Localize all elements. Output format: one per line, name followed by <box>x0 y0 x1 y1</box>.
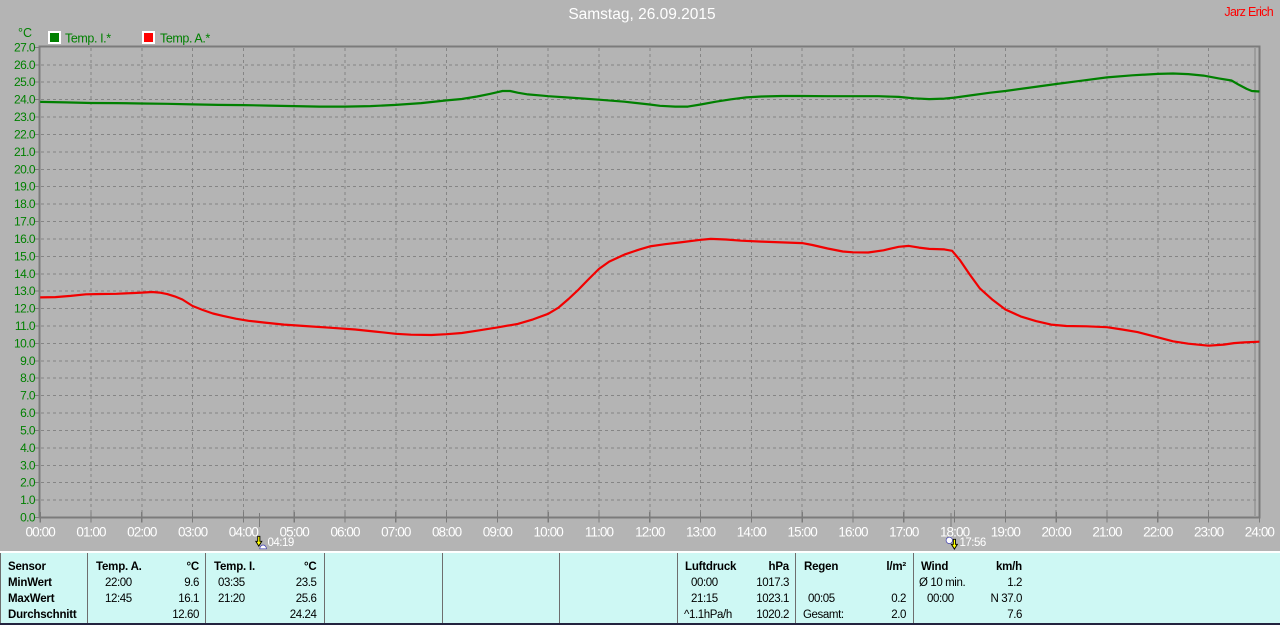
svg-text:4.0: 4.0 <box>20 441 36 455</box>
svg-text:Temp. A.*: Temp. A.* <box>160 32 210 46</box>
svg-text:22:00: 22:00 <box>1143 525 1173 540</box>
svg-text:01:00: 01:00 <box>76 525 106 540</box>
svg-text:20:00: 20:00 <box>1042 525 1072 540</box>
svg-text:00:00: 00:00 <box>26 525 56 540</box>
svg-text:25.0: 25.0 <box>14 75 36 89</box>
svg-text:21:00: 21:00 <box>1092 525 1122 540</box>
svg-text:6.0: 6.0 <box>20 406 36 420</box>
svg-text:26.0: 26.0 <box>14 58 36 72</box>
svg-text:15.0: 15.0 <box>14 249 36 263</box>
svg-text:18.0: 18.0 <box>14 197 36 211</box>
svg-text:13.0: 13.0 <box>14 284 36 298</box>
svg-text:04:00: 04:00 <box>229 525 259 540</box>
svg-text:17.0: 17.0 <box>14 215 36 229</box>
svg-text:17:56: 17:56 <box>960 537 986 549</box>
svg-text:19.0: 19.0 <box>14 180 36 194</box>
svg-text:16.0: 16.0 <box>14 232 36 246</box>
svg-text:16:00: 16:00 <box>838 525 868 540</box>
svg-text:7.0: 7.0 <box>20 389 36 403</box>
svg-text:14:00: 14:00 <box>737 525 767 540</box>
svg-text:06:00: 06:00 <box>330 525 360 540</box>
svg-text:10.0: 10.0 <box>14 336 36 350</box>
svg-text:03:00: 03:00 <box>178 525 208 540</box>
svg-text:°C: °C <box>18 26 32 40</box>
svg-text:11:00: 11:00 <box>585 525 614 540</box>
svg-text:9.0: 9.0 <box>20 354 36 368</box>
svg-text:02:00: 02:00 <box>127 525 157 540</box>
svg-text:8.0: 8.0 <box>20 371 36 385</box>
svg-text:0.0: 0.0 <box>20 511 36 525</box>
svg-text:Samstag, 26.09.2015: Samstag, 26.09.2015 <box>568 6 715 23</box>
svg-text:19:00: 19:00 <box>991 525 1021 540</box>
svg-text:05:00: 05:00 <box>280 525 310 540</box>
svg-text:10:00: 10:00 <box>534 525 564 540</box>
svg-text:27.0: 27.0 <box>14 40 36 54</box>
svg-text:23:00: 23:00 <box>1194 525 1224 540</box>
svg-text:20.0: 20.0 <box>14 162 36 176</box>
svg-text:14.0: 14.0 <box>14 267 36 281</box>
svg-text:21.0: 21.0 <box>14 145 36 159</box>
svg-text:24.0: 24.0 <box>14 93 36 107</box>
svg-text:18:00: 18:00 <box>940 525 970 540</box>
svg-text:Temp. I.*: Temp. I.* <box>65 32 111 46</box>
svg-text:23.0: 23.0 <box>14 110 36 124</box>
svg-text:11.0: 11.0 <box>15 319 36 333</box>
svg-text:08:00: 08:00 <box>432 525 462 540</box>
svg-text:3.0: 3.0 <box>20 458 36 472</box>
svg-text:17:00: 17:00 <box>889 525 919 540</box>
svg-text:5.0: 5.0 <box>20 423 36 437</box>
svg-text:07:00: 07:00 <box>381 525 411 540</box>
svg-text:12:00: 12:00 <box>635 525 665 540</box>
svg-text:12.0: 12.0 <box>14 302 36 316</box>
svg-text:13:00: 13:00 <box>686 525 716 540</box>
svg-text:Jarz Erich: Jarz Erich <box>1224 5 1273 19</box>
svg-text:09:00: 09:00 <box>483 525 513 540</box>
svg-text:2.0: 2.0 <box>20 476 36 490</box>
svg-text:04:19: 04:19 <box>268 537 294 549</box>
svg-text:24:00: 24:00 <box>1245 525 1275 540</box>
svg-text:1.0: 1.0 <box>20 493 36 507</box>
svg-text:22.0: 22.0 <box>14 128 36 142</box>
svg-text:15:00: 15:00 <box>788 525 818 540</box>
